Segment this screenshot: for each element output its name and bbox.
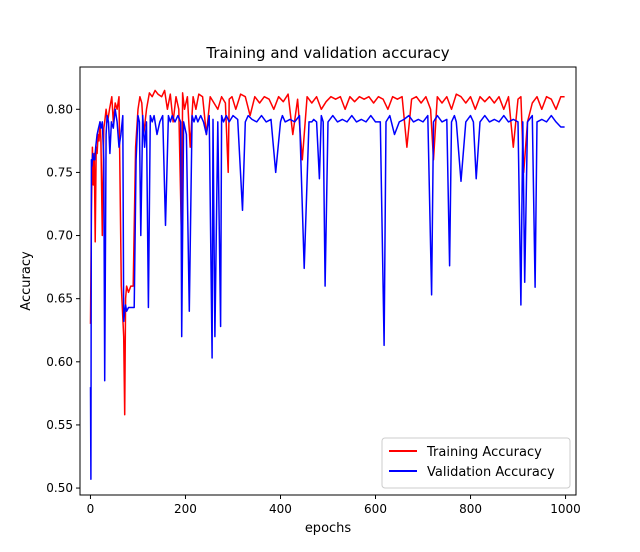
y-tick-label: 0.70	[46, 229, 73, 243]
legend-box	[381, 437, 571, 489]
x-tick-label: 1000	[550, 502, 581, 516]
chart-title: Training and validation accuracy	[205, 44, 449, 62]
y-axis-ticks: 0.50 0.55 0.60 0.65 0.70 0.75 0.80	[46, 102, 80, 495]
x-tick-label: 800	[459, 502, 482, 516]
x-axis-ticks: 0 200 400 600 800 1000	[87, 495, 581, 516]
legend: Training Accuracy Validation Accuracy	[381, 437, 571, 489]
plot-area-frame	[79, 66, 577, 496]
y-tick-label: 0.50	[46, 481, 73, 495]
x-tick-label: 200	[174, 502, 197, 516]
y-tick-label: 0.65	[46, 292, 73, 306]
y-tick-label: 0.75	[46, 165, 73, 179]
series-layer	[89, 89, 565, 480]
legend-label-validation: Validation Accuracy	[427, 465, 555, 480]
y-tick-label: 0.80	[46, 102, 73, 116]
x-tick-label: 0	[87, 502, 95, 516]
legend-label-training: Training Accuracy	[426, 445, 542, 460]
y-tick-label: 0.55	[46, 418, 73, 432]
x-tick-label: 400	[269, 502, 292, 516]
x-tick-label: 600	[364, 502, 387, 516]
y-axis-label: Accuracy	[19, 251, 34, 311]
training-accuracy-line	[89, 89, 565, 416]
x-axis-label: epochs	[305, 521, 352, 536]
validation-accuracy-line	[89, 108, 565, 480]
y-tick-label: 0.60	[46, 355, 73, 369]
